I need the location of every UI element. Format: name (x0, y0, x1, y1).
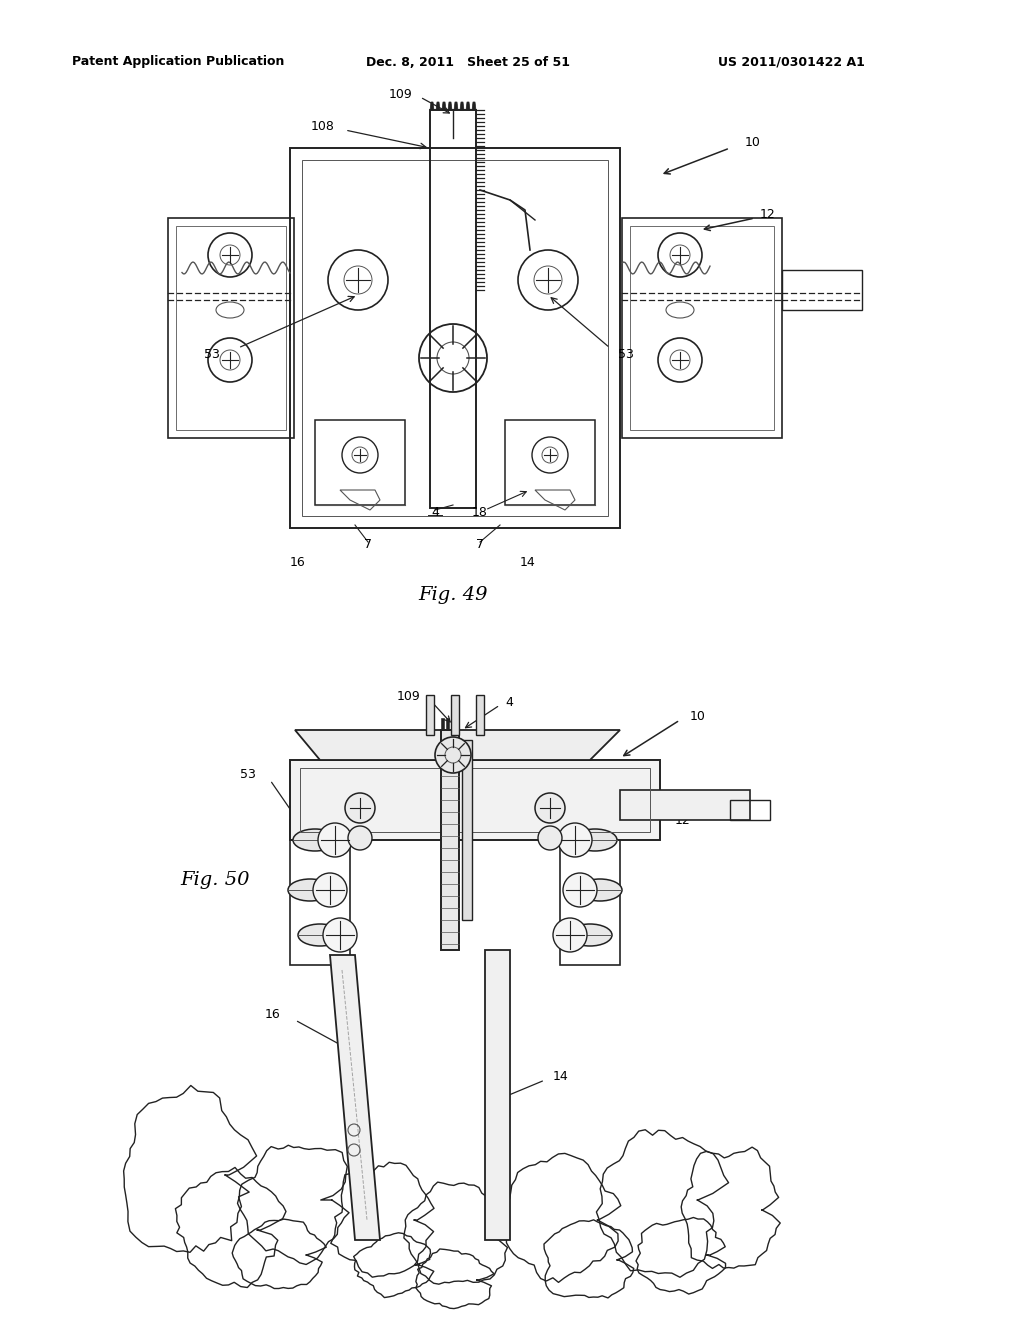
Polygon shape (436, 102, 440, 110)
FancyBboxPatch shape (290, 760, 660, 840)
Polygon shape (295, 730, 620, 760)
FancyBboxPatch shape (441, 730, 459, 950)
Text: 12: 12 (675, 813, 691, 826)
Text: Fig. 49: Fig. 49 (418, 586, 487, 605)
Text: 53: 53 (204, 347, 220, 360)
Polygon shape (620, 789, 750, 820)
Text: 4: 4 (505, 696, 513, 709)
Polygon shape (449, 102, 452, 110)
Text: 53: 53 (618, 347, 634, 360)
Circle shape (345, 793, 375, 822)
Text: 108: 108 (311, 120, 335, 133)
Text: 109: 109 (388, 87, 412, 100)
Text: 10: 10 (745, 136, 761, 149)
Circle shape (535, 793, 565, 822)
Circle shape (318, 822, 352, 857)
Polygon shape (430, 102, 434, 110)
Text: 16: 16 (264, 1008, 280, 1022)
Ellipse shape (568, 924, 612, 946)
Text: 53: 53 (658, 791, 674, 804)
FancyBboxPatch shape (462, 741, 472, 920)
Text: 18: 18 (312, 763, 328, 776)
Polygon shape (441, 718, 444, 730)
Text: 14: 14 (520, 557, 536, 569)
FancyBboxPatch shape (451, 696, 459, 735)
Text: 10: 10 (690, 710, 706, 722)
Polygon shape (472, 102, 476, 110)
Circle shape (323, 917, 357, 952)
Polygon shape (442, 102, 446, 110)
Circle shape (348, 826, 372, 850)
Text: US 2011/0301422 A1: US 2011/0301422 A1 (718, 55, 865, 69)
Ellipse shape (573, 829, 617, 851)
Polygon shape (466, 102, 470, 110)
Ellipse shape (288, 879, 332, 902)
Text: 14: 14 (553, 1071, 568, 1084)
Text: 18: 18 (472, 507, 488, 520)
Text: 12: 12 (760, 209, 776, 222)
Text: Fig. 50: Fig. 50 (180, 871, 250, 888)
Ellipse shape (298, 924, 342, 946)
Text: 53: 53 (240, 768, 256, 781)
Text: 7: 7 (476, 539, 484, 552)
Text: 16: 16 (290, 557, 306, 569)
Polygon shape (460, 102, 464, 110)
FancyBboxPatch shape (426, 696, 434, 735)
Text: Dec. 8, 2011   Sheet 25 of 51: Dec. 8, 2011 Sheet 25 of 51 (366, 55, 570, 69)
Circle shape (538, 826, 562, 850)
Text: 4: 4 (431, 507, 439, 520)
Text: 7: 7 (364, 539, 372, 552)
Circle shape (558, 822, 592, 857)
Circle shape (313, 873, 347, 907)
Polygon shape (485, 950, 510, 1239)
Polygon shape (456, 718, 459, 730)
Circle shape (553, 917, 587, 952)
Text: Patent Application Publication: Patent Application Publication (72, 55, 285, 69)
Polygon shape (454, 102, 458, 110)
Circle shape (563, 873, 597, 907)
Polygon shape (451, 718, 454, 730)
Ellipse shape (293, 829, 337, 851)
Polygon shape (330, 954, 380, 1239)
Circle shape (435, 737, 471, 774)
Text: 109: 109 (396, 689, 420, 702)
FancyBboxPatch shape (476, 696, 484, 735)
Ellipse shape (578, 879, 622, 902)
Polygon shape (446, 718, 449, 730)
